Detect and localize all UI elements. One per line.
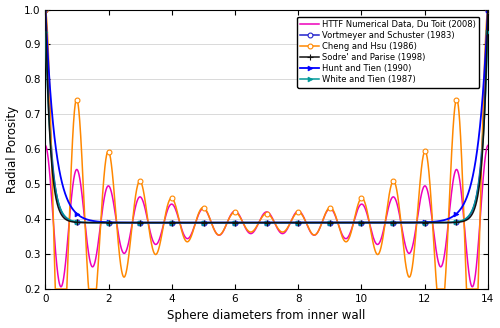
Vortmeyer and Schuster (1983) — [308, 221, 314, 225]
Cheng and Hsu (1986) — [485, 8, 491, 11]
Cheng and Hsu (1986) — [372, 250, 378, 254]
Hunt and Tien (1990) — [42, 8, 48, 11]
X-axis label: Sphere diameters from inner wall: Sphere diameters from inner wall — [168, 309, 366, 322]
Line: Hunt and Tien (1990): Hunt and Tien (1990) — [43, 7, 490, 225]
HTTF Numerical Data, Du Toit (2008) — [58, 285, 64, 289]
Vortmeyer and Schuster (1983) — [485, 8, 491, 11]
Y-axis label: Radial Porosity: Radial Porosity — [6, 106, 18, 193]
HTTF Numerical Data, Du Toit (2008) — [212, 228, 218, 232]
Line: White and Tien (1987): White and Tien (1987) — [43, 30, 490, 225]
Vortmeyer and Schuster (1983) — [406, 221, 412, 225]
White and Tien (1987) — [256, 221, 262, 225]
Line: Vortmeyer and Schuster (1983): Vortmeyer and Schuster (1983) — [43, 7, 490, 225]
White and Tien (1987) — [42, 30, 48, 34]
Cheng and Hsu (1986) — [123, 272, 129, 276]
Sodre' and Parise (1998) — [485, 8, 491, 12]
Sodre' and Parise (1998) — [330, 221, 336, 225]
Sodre' and Parise (1998) — [212, 221, 218, 225]
Vortmeyer and Schuster (1983) — [123, 221, 129, 225]
Vortmeyer and Schuster (1983) — [42, 8, 48, 11]
Sodre' and Parise (1998) — [406, 221, 412, 225]
Hunt and Tien (1990) — [330, 221, 336, 225]
White and Tien (1987) — [485, 30, 491, 34]
Vortmeyer and Schuster (1983) — [372, 221, 378, 225]
Hunt and Tien (1990) — [264, 221, 270, 225]
Hunt and Tien (1990) — [485, 8, 491, 11]
Cheng and Hsu (1986) — [308, 230, 314, 234]
Hunt and Tien (1990) — [212, 221, 218, 225]
Vortmeyer and Schuster (1983) — [330, 221, 336, 225]
Hunt and Tien (1990) — [406, 221, 412, 225]
White and Tien (1987) — [123, 221, 129, 225]
White and Tien (1987) — [212, 221, 218, 225]
White and Tien (1987) — [406, 221, 412, 225]
HTTF Numerical Data, Du Toit (2008) — [42, 143, 48, 147]
Legend: HTTF Numerical Data, Du Toit (2008), Vortmeyer and Schuster (1983), Cheng and Hs: HTTF Numerical Data, Du Toit (2008), Vor… — [297, 16, 479, 88]
HTTF Numerical Data, Du Toit (2008) — [406, 252, 412, 256]
Cheng and Hsu (1986) — [330, 208, 336, 212]
Cheng and Hsu (1986) — [406, 275, 412, 279]
HTTF Numerical Data, Du Toit (2008) — [330, 210, 336, 214]
Hunt and Tien (1990) — [123, 221, 129, 225]
HTTF Numerical Data, Du Toit (2008) — [308, 231, 314, 235]
Cheng and Hsu (1986) — [52, 287, 59, 291]
Cheng and Hsu (1986) — [212, 229, 218, 233]
Vortmeyer and Schuster (1983) — [238, 221, 244, 225]
White and Tien (1987) — [330, 221, 336, 225]
HTTF Numerical Data, Du Toit (2008) — [372, 241, 378, 245]
White and Tien (1987) — [308, 221, 314, 225]
Line: Cheng and Hsu (1986): Cheng and Hsu (1986) — [43, 7, 490, 292]
Sodre' and Parise (1998) — [42, 8, 48, 12]
Sodre' and Parise (1998) — [224, 221, 230, 225]
Line: Sodre' and Parise (1998): Sodre' and Parise (1998) — [42, 7, 492, 226]
Hunt and Tien (1990) — [308, 221, 314, 225]
Cheng and Hsu (1986) — [42, 8, 48, 11]
HTTF Numerical Data, Du Toit (2008) — [485, 143, 491, 147]
Hunt and Tien (1990) — [372, 221, 378, 225]
Vortmeyer and Schuster (1983) — [212, 221, 218, 225]
White and Tien (1987) — [372, 221, 378, 225]
HTTF Numerical Data, Du Toit (2008) — [123, 250, 129, 254]
Sodre' and Parise (1998) — [372, 221, 378, 225]
Line: HTTF Numerical Data, Du Toit (2008): HTTF Numerical Data, Du Toit (2008) — [46, 145, 488, 287]
Sodre' and Parise (1998) — [123, 221, 129, 225]
Sodre' and Parise (1998) — [308, 221, 314, 225]
